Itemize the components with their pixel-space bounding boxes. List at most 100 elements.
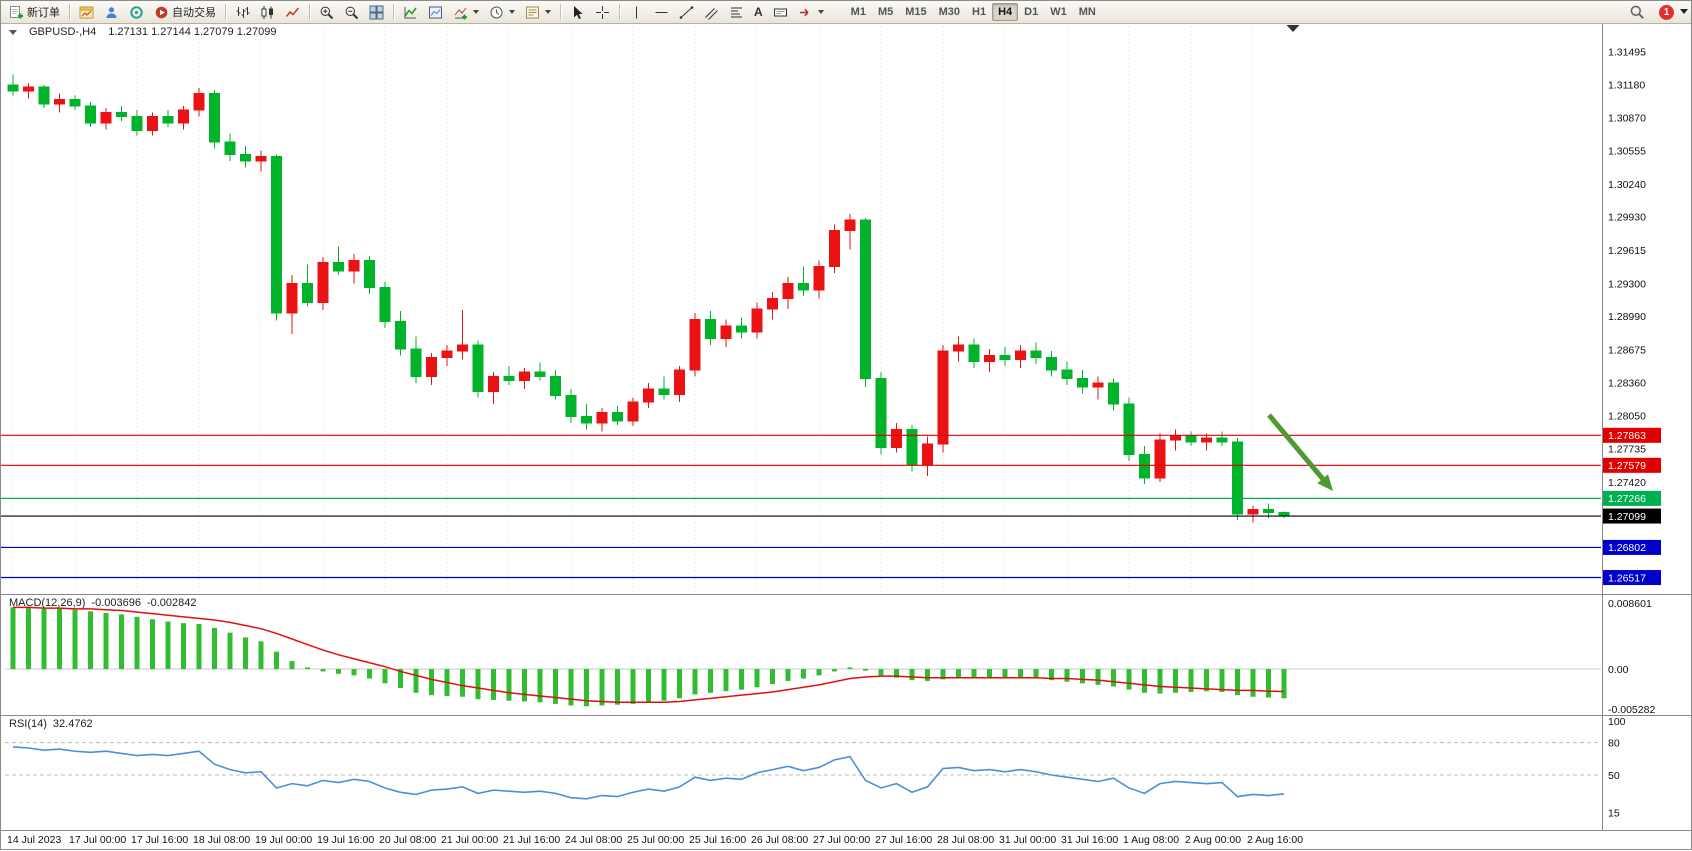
svg-text:26 Jul 08:00: 26 Jul 08:00 xyxy=(751,834,808,846)
crosshair-button[interactable] xyxy=(590,3,615,21)
timeframe-button-h1[interactable]: H1 xyxy=(966,3,992,21)
svg-text:1.28990: 1.28990 xyxy=(1608,311,1646,323)
macd-main-value: -0.003696 xyxy=(91,597,141,609)
timeframe-button-h4[interactable]: H4 xyxy=(992,3,1019,21)
timeframe-button-d1[interactable]: D1 xyxy=(1018,3,1044,21)
svg-text:21 Jul 16:00: 21 Jul 16:00 xyxy=(503,834,560,846)
macd-panel: 0.008601 0.00 -0.005282 xyxy=(5,598,1655,716)
toolbar-separator xyxy=(225,4,226,20)
indicators-button[interactable] xyxy=(398,3,423,21)
toolbar-right: 1 xyxy=(1624,3,1674,21)
rsi-value: 32.4762 xyxy=(52,718,93,730)
search-button[interactable] xyxy=(1624,3,1650,21)
symbol-period-label: GBPUSD-,H4 xyxy=(29,26,97,38)
candlestick-chart-button[interactable] xyxy=(255,3,280,21)
new-order-label: 新订单 xyxy=(27,7,60,19)
cursor-button[interactable] xyxy=(565,3,590,21)
trendline-button[interactable] xyxy=(674,3,699,21)
svg-text:2 Aug 16:00: 2 Aug 16:00 xyxy=(1247,834,1303,846)
hline-1.27579[interactable]: 1.27579 xyxy=(1,457,1661,473)
period-dropdown[interactable] xyxy=(484,3,520,21)
chevron-down-icon xyxy=(509,10,515,14)
svg-text:31 Jul 16:00: 31 Jul 16:00 xyxy=(1061,834,1118,846)
shapes-dropdown[interactable] xyxy=(793,3,829,21)
arrow-shape-icon xyxy=(799,8,809,16)
indicator-list-button[interactable] xyxy=(423,3,448,21)
macd-label: MACD(12,26,9) -0.003696 -0.002842 xyxy=(9,597,203,609)
svg-text:17 Jul 16:00: 17 Jul 16:00 xyxy=(131,834,188,846)
toolbar-separator xyxy=(309,4,310,20)
zoom-out-button[interactable] xyxy=(339,3,364,21)
timeframe-button-w1[interactable]: W1 xyxy=(1044,3,1073,21)
svg-text:1.29615: 1.29615 xyxy=(1608,245,1646,257)
svg-text:27 Jul 00:00: 27 Jul 00:00 xyxy=(813,834,870,846)
svg-text:50: 50 xyxy=(1608,770,1620,782)
svg-text:1.30870: 1.30870 xyxy=(1608,112,1646,124)
zoom-in-icon xyxy=(320,6,334,19)
timeframe-button-m1[interactable]: M1 xyxy=(845,3,872,21)
svg-text:1.30555: 1.30555 xyxy=(1608,146,1646,158)
svg-text:1.27579: 1.27579 xyxy=(1608,460,1646,472)
text-tool-icon: A xyxy=(754,5,763,19)
line-chart-button[interactable] xyxy=(280,3,305,21)
profile-button[interactable] xyxy=(99,3,124,21)
macd-name: MACD(12,26,9) xyxy=(9,597,86,609)
svg-text:1.28050: 1.28050 xyxy=(1608,410,1646,422)
fibonacci-icon xyxy=(731,7,742,17)
time-axis: 14 Jul 2023 17 Jul 00:00 17 Jul 16:00 18 Ju… xyxy=(7,834,1303,846)
notification-badge[interactable]: 1 xyxy=(1659,4,1674,20)
zoom-in-button[interactable] xyxy=(314,3,339,21)
rsi-label: RSI(14) 32.4762 xyxy=(9,718,99,730)
new-order-button[interactable]: 新订单 xyxy=(4,3,65,21)
svg-text:25 Jul 00:00: 25 Jul 00:00 xyxy=(627,834,684,846)
ohlc-values: 1.27131 1.27144 1.27079 1.27099 xyxy=(108,26,277,38)
hline-1.26802[interactable]: 1.26802 xyxy=(1,539,1661,555)
svg-text:1.29930: 1.29930 xyxy=(1608,212,1646,224)
new-order-icon xyxy=(10,5,23,18)
navigator-button[interactable] xyxy=(124,3,149,21)
hline-1.27266[interactable]: 1.27266 xyxy=(1,490,1661,506)
timeframe-button-m5[interactable]: M5 xyxy=(872,3,899,21)
timeframe-button-m15[interactable]: M15 xyxy=(899,3,932,21)
bar-chart-button[interactable] xyxy=(230,3,255,21)
svg-text:20 Jul 08:00: 20 Jul 08:00 xyxy=(379,834,436,846)
charts-window-button[interactable] xyxy=(74,3,99,21)
template-dropdown[interactable] xyxy=(520,3,556,21)
profile-icon xyxy=(106,6,117,18)
svg-text:1.28675: 1.28675 xyxy=(1608,344,1646,356)
hline-1.26517[interactable]: 1.26517 xyxy=(1,570,1661,586)
trendline-icon xyxy=(679,5,694,19)
svg-text:25 Jul 16:00: 25 Jul 16:00 xyxy=(689,834,746,846)
svg-text:1.28360: 1.28360 xyxy=(1608,378,1646,390)
price-axis: 1.31495 1.31180 1.30870 1.30555 1.30240 1.299… xyxy=(1608,46,1646,489)
timeframe-button-mn[interactable]: MN xyxy=(1073,3,1102,21)
chart-shift-marker[interactable] xyxy=(1286,25,1300,32)
svg-text:1.26517: 1.26517 xyxy=(1608,572,1646,584)
svg-text:100: 100 xyxy=(1608,716,1626,728)
chevron-down-icon xyxy=(473,10,479,14)
bar-chart-icon xyxy=(236,6,250,18)
toolbar-separator xyxy=(69,4,70,20)
svg-text:1.27863: 1.27863 xyxy=(1608,430,1646,442)
hline-1.27099[interactable]: 1.27099 xyxy=(1,508,1661,524)
autotrading-button[interactable]: 自动交易 xyxy=(149,3,221,21)
toolbar-overflow-caret[interactable] xyxy=(1680,9,1688,14)
svg-text:2 Aug 00:00: 2 Aug 00:00 xyxy=(1185,834,1241,846)
add-indicator-dropdown[interactable] xyxy=(448,3,484,21)
horizontal-line-button[interactable] xyxy=(649,3,674,21)
svg-text:28 Jul 08:00: 28 Jul 08:00 xyxy=(937,834,994,846)
vertical-line-button[interactable] xyxy=(624,3,649,21)
rsi-panel: 100 80 50 15 xyxy=(5,716,1626,820)
symbol-dropdown-icon[interactable] xyxy=(9,29,17,35)
fibonacci-button[interactable] xyxy=(724,3,749,21)
svg-text:1.27099: 1.27099 xyxy=(1608,511,1646,523)
svg-text:0.00: 0.00 xyxy=(1608,664,1629,676)
channel-button[interactable] xyxy=(699,3,724,21)
tile-windows-button[interactable] xyxy=(364,3,389,21)
trend-arrow-annotation[interactable] xyxy=(1267,413,1333,491)
text-label-button[interactable] xyxy=(768,3,793,21)
text-tool-button[interactable]: A xyxy=(749,3,768,21)
timeframe-button-m30[interactable]: M30 xyxy=(933,3,966,21)
hline-1.27863[interactable]: 1.27863 xyxy=(1,427,1661,443)
